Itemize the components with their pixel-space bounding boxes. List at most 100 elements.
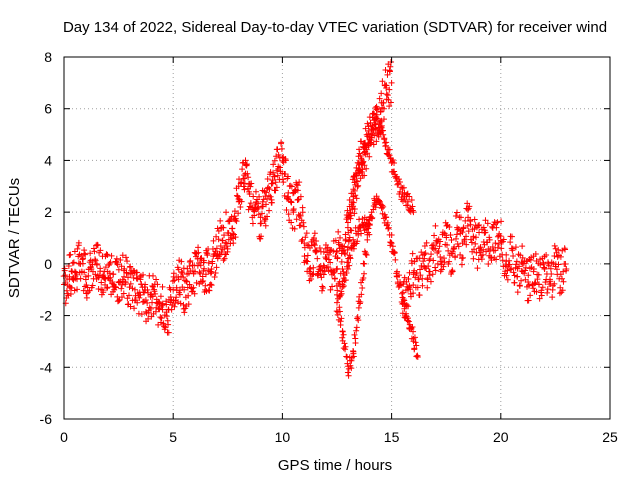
data-marker	[401, 297, 408, 304]
data-marker	[446, 252, 453, 259]
data-marker	[372, 204, 379, 211]
data-marker	[538, 292, 545, 299]
data-marker	[525, 282, 532, 289]
data-marker	[330, 248, 337, 255]
data-marker	[411, 258, 418, 265]
data-marker	[551, 280, 558, 287]
data-marker	[217, 217, 224, 224]
data-marker	[351, 331, 358, 338]
data-marker	[391, 249, 398, 256]
data-marker	[341, 340, 348, 347]
data-marker	[379, 78, 386, 85]
data-marker	[297, 222, 304, 229]
data-marker	[383, 142, 390, 149]
data-marker	[199, 278, 206, 285]
data-marker	[255, 211, 262, 218]
data-marker	[67, 290, 74, 297]
data-point	[388, 79, 395, 86]
data-marker	[354, 313, 361, 320]
data-marker	[106, 270, 113, 277]
data-marker	[378, 117, 385, 124]
data-marker	[511, 279, 518, 286]
data-marker	[499, 257, 506, 264]
data-marker	[371, 110, 378, 117]
data-marker	[413, 342, 420, 349]
data-marker	[331, 275, 338, 282]
data-marker	[107, 259, 114, 266]
data-marker	[370, 110, 377, 117]
data-marker	[339, 328, 346, 335]
data-marker	[519, 243, 526, 250]
data-marker	[247, 183, 254, 190]
x-tick-label: 10	[275, 429, 291, 445]
data-marker	[384, 92, 391, 99]
data-marker	[233, 192, 240, 199]
data-marker	[260, 203, 267, 210]
data-marker	[334, 254, 341, 261]
data-marker	[200, 257, 207, 264]
data-marker	[549, 294, 556, 301]
data-marker	[516, 263, 523, 270]
data-marker	[262, 222, 269, 229]
data-marker	[176, 291, 183, 298]
data-marker	[405, 276, 412, 283]
data-marker	[408, 197, 415, 204]
data-point	[355, 304, 362, 311]
data-marker	[316, 245, 323, 252]
data-marker	[104, 251, 111, 258]
data-marker	[541, 264, 548, 271]
data-marker	[220, 257, 227, 264]
data-marker	[193, 279, 200, 286]
data-marker	[294, 187, 301, 194]
data-marker	[117, 257, 124, 264]
data-marker	[403, 302, 410, 309]
data-marker	[157, 293, 164, 300]
data-marker	[125, 274, 132, 281]
data-marker	[532, 250, 539, 257]
data-marker	[119, 281, 126, 288]
data-marker	[339, 334, 346, 341]
data-marker	[201, 265, 208, 272]
data-marker	[437, 238, 444, 245]
data-marker	[386, 152, 393, 159]
data-marker	[83, 294, 90, 301]
data-marker	[452, 213, 459, 220]
data-marker	[342, 251, 349, 258]
data-point	[492, 240, 499, 247]
data-marker	[551, 242, 558, 249]
data-marker	[341, 243, 348, 250]
data-marker	[359, 166, 366, 173]
data-marker	[400, 184, 407, 191]
data-marker	[252, 188, 259, 195]
data-marker	[122, 279, 129, 286]
data-marker	[544, 286, 551, 293]
plot-frame	[63, 56, 611, 420]
data-marker	[223, 251, 230, 258]
data-marker	[343, 269, 350, 276]
data-marker	[414, 284, 421, 291]
data-marker	[98, 279, 105, 286]
data-marker	[474, 265, 481, 272]
data-marker	[137, 276, 144, 283]
data-marker	[90, 245, 97, 252]
data-marker	[80, 255, 87, 262]
data-marker	[340, 331, 347, 338]
data-marker	[360, 274, 367, 281]
data-marker	[336, 304, 343, 311]
data-marker	[451, 243, 458, 250]
data-marker	[320, 262, 327, 269]
data-point	[344, 369, 351, 376]
data-marker	[131, 305, 138, 312]
data-marker	[423, 239, 430, 246]
data-marker	[139, 299, 146, 306]
data-marker	[494, 244, 501, 251]
data-marker	[391, 248, 398, 255]
data-marker	[127, 280, 134, 287]
data-marker	[296, 179, 303, 186]
data-marker	[369, 214, 376, 221]
x-tick-label: 25	[602, 429, 618, 445]
data-marker	[431, 232, 438, 239]
data-marker	[354, 183, 361, 190]
data-marker	[394, 181, 401, 188]
data-marker	[530, 285, 537, 292]
